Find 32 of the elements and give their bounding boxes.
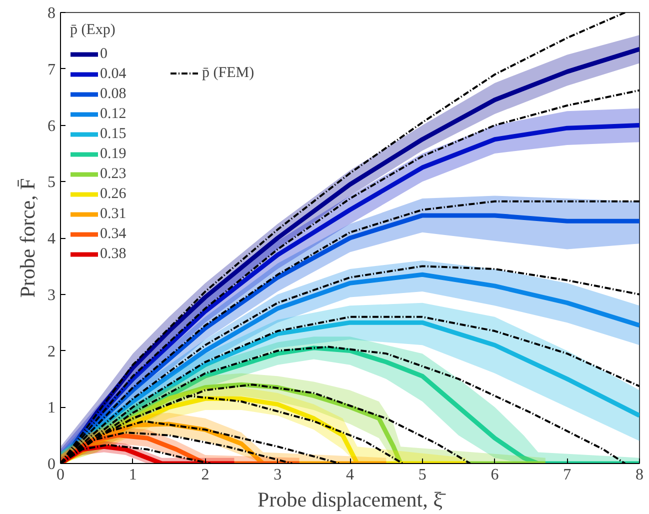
x-tick-label: 1	[128, 466, 137, 484]
x-tick-label: 4	[346, 466, 354, 484]
x-tick-label: 6	[490, 466, 499, 484]
legend-label: 0.12	[100, 106, 126, 122]
legend-label: 0.08	[100, 86, 126, 102]
legend-label: 0.04	[100, 66, 126, 82]
legend-label: 0.31	[100, 206, 126, 222]
y-tick-label: 8	[48, 5, 56, 22]
legend-label: 0.34	[100, 226, 126, 242]
x-tick-label: 2	[201, 466, 210, 484]
legend-label: 0.38	[100, 246, 126, 262]
x-tick-label: 7	[563, 466, 572, 484]
y-tick-label: 4	[48, 230, 56, 248]
x-tick-label: 8	[636, 466, 644, 484]
y-tick-label: 3	[48, 286, 56, 304]
x-axis-title: Probe displacement, ξ̄	[258, 488, 446, 512]
legend-label: 0.19	[100, 146, 126, 162]
legend-title: p̄ (Exp)	[70, 22, 116, 39]
y-tick-label: 7	[48, 61, 56, 78]
y-tick-label: 5	[48, 174, 56, 192]
legend-label: 0.15	[100, 126, 126, 142]
y-tick-label: 0	[48, 456, 56, 473]
legend-label: 0	[100, 46, 108, 62]
x-tick-label: 5	[418, 466, 426, 484]
y-tick-label: 6	[48, 118, 56, 135]
y-tick-label: 2	[48, 343, 56, 360]
y-tick-label: 1	[48, 400, 56, 417]
y-axis-title: Probe force, F̄	[16, 178, 40, 298]
legend-label: 0.26	[100, 186, 126, 202]
legend-label: p̄ (FEM)	[202, 64, 254, 82]
legend-label: 0.23	[100, 166, 126, 182]
x-tick-label: 3	[274, 466, 282, 484]
